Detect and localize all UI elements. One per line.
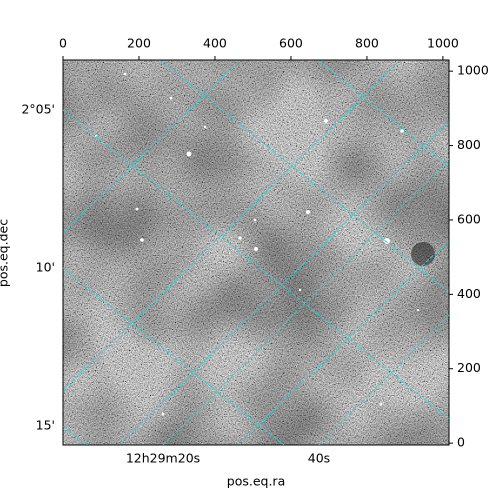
dec-tick-label: 15' bbox=[36, 418, 55, 433]
x-axis-label: pos.eq.ra bbox=[227, 474, 285, 489]
y2-tick-label: 0 bbox=[457, 435, 465, 450]
wcs-labels: 2°05' 10' 15' 12h29m20s 40s pos.eq.ra po… bbox=[0, 102, 330, 489]
dec-tick-label: 2°05' bbox=[21, 102, 55, 117]
y2-tick-label: 600 bbox=[457, 211, 481, 226]
x-tick-label: 800 bbox=[355, 36, 379, 51]
ra-tick-label: 40s bbox=[308, 451, 330, 466]
image bbox=[63, 60, 449, 445]
y2-tick-label: 1000 bbox=[457, 63, 489, 78]
y2-tick-label: 400 bbox=[457, 286, 481, 301]
dec-grid-line bbox=[63, 109, 449, 420]
x-tick-label: 400 bbox=[203, 36, 227, 51]
x-tick-label: 600 bbox=[279, 36, 303, 51]
ra-grid-line bbox=[162, 158, 449, 445]
y2-tick-label: 800 bbox=[457, 137, 481, 152]
wcs-grid-decor bbox=[63, 60, 449, 445]
y-axis-label: pos.eq.dec bbox=[0, 219, 11, 287]
dec-tick-label: 10' bbox=[36, 260, 55, 275]
y2-tick-label: 200 bbox=[457, 360, 481, 375]
x-tick-label: 0 bbox=[59, 36, 67, 51]
axes-frame bbox=[62, 59, 450, 446]
x-tick-label: 200 bbox=[127, 36, 151, 51]
ra-grid-line bbox=[318, 314, 449, 445]
x-tick-label: 1000 bbox=[427, 36, 459, 51]
ra-tick-label: 12h29m20s bbox=[126, 451, 200, 466]
dec-grid-line bbox=[63, 425, 88, 445]
stars bbox=[94, 72, 420, 416]
dec-grid-line bbox=[63, 267, 285, 445]
